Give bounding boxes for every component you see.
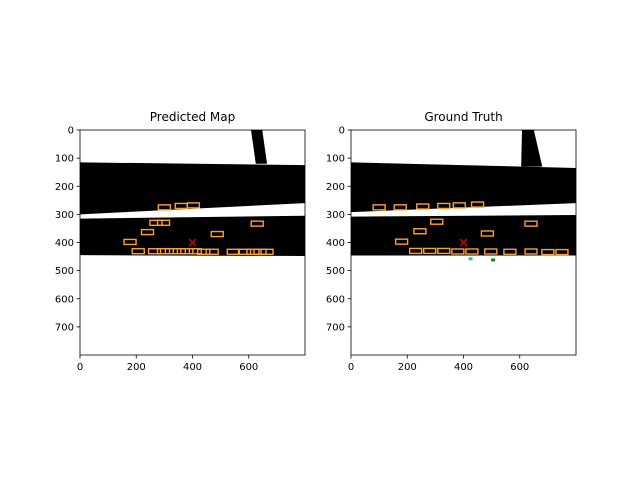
y-tick-label: 500 — [326, 266, 345, 277]
vehicle-box — [470, 201, 485, 208]
vehicle-box — [451, 248, 465, 255]
vehicle-box — [524, 248, 538, 255]
ego-marker — [188, 238, 197, 247]
vehicle-box — [372, 204, 386, 211]
vehicle-box — [250, 220, 264, 227]
vehicle-box — [503, 248, 517, 255]
x-tick-label: 400 — [454, 362, 473, 373]
y-tick-label: 0 — [68, 126, 74, 137]
vehicle-box — [253, 248, 267, 255]
vehicle-box — [413, 228, 427, 235]
y-tick-label: 500 — [55, 266, 74, 277]
vehicle-box — [205, 248, 219, 255]
vehicle-box — [237, 248, 252, 255]
vehicle-box — [210, 230, 224, 238]
y-tick-label: 400 — [326, 238, 345, 249]
vehicle-box — [484, 248, 498, 255]
panel-title: Ground Truth — [424, 110, 502, 124]
vehicle-box — [188, 248, 203, 255]
vehicle-box — [180, 248, 194, 255]
vehicle-box — [131, 248, 145, 255]
vehicle-box — [541, 248, 555, 256]
vehicle-box — [246, 248, 260, 255]
y-tick-label: 300 — [55, 210, 74, 221]
vertical-road — [521, 130, 543, 167]
y-tick-label: 100 — [55, 154, 74, 165]
x-tick-label: 400 — [183, 362, 202, 373]
map-panel-2: Ground Truth 0 200 400 600 0 100 200 300 400 500 60… — [326, 110, 577, 373]
vehicle-box — [156, 248, 171, 255]
y-tick-label: 0 — [339, 126, 345, 137]
marker — [468, 257, 473, 261]
vehicle-box — [164, 248, 179, 255]
map-panel-1: Predicted Map 0 200 400 600 0 100 200 300 400 500 6… — [55, 110, 306, 373]
vehicle-box — [156, 219, 171, 227]
x-tick-label: 600 — [239, 362, 258, 373]
vehicle-box — [226, 248, 240, 255]
y-tick-label: 100 — [326, 154, 345, 165]
panel-title: Predicted Map — [150, 110, 235, 124]
y-tick-label: 400 — [55, 238, 74, 249]
vehicle-box — [197, 248, 211, 255]
vehicle-box — [430, 218, 444, 225]
upper-road — [351, 162, 576, 213]
vehicle-box — [555, 248, 569, 256]
ego-marker — [459, 238, 468, 247]
vehicle-box — [149, 219, 163, 227]
vehicle-box — [140, 228, 155, 236]
lower-road — [351, 214, 576, 256]
x-tick-label: 0 — [348, 362, 354, 373]
x-tick-label: 200 — [127, 362, 146, 373]
y-tick-label: 600 — [326, 294, 345, 305]
vehicle-box — [394, 238, 409, 245]
y-tick-label: 700 — [55, 322, 74, 333]
x-tick-label: 200 — [398, 362, 417, 373]
vehicle-box — [423, 247, 437, 255]
x-tick-label: 0 — [77, 362, 83, 373]
vertical-road — [251, 130, 268, 164]
vehicle-box — [524, 220, 538, 227]
vehicle-box — [408, 247, 423, 255]
vehicle-box — [123, 238, 137, 246]
y-tick-label: 300 — [326, 210, 345, 221]
vehicle-box — [437, 247, 451, 255]
x-tick-label: 600 — [510, 362, 529, 373]
vehicle-box — [452, 202, 466, 209]
vehicle-box — [480, 230, 495, 237]
y-tick-label: 700 — [326, 322, 345, 333]
upper-road — [80, 162, 305, 215]
vehicle-box — [437, 202, 451, 210]
lower-road — [80, 215, 305, 256]
vehicle-box — [157, 204, 172, 211]
vehicle-box — [416, 203, 430, 210]
vehicle-box — [465, 248, 479, 255]
vehicle-box — [260, 248, 274, 255]
vehicle-box — [147, 248, 162, 255]
vehicle-box — [393, 204, 407, 211]
marker — [491, 258, 496, 262]
y-tick-label: 200 — [326, 182, 345, 193]
y-tick-label: 600 — [55, 294, 74, 305]
vehicle-box — [172, 248, 186, 255]
vehicle-box — [186, 202, 201, 209]
y-tick-label: 200 — [55, 182, 74, 193]
